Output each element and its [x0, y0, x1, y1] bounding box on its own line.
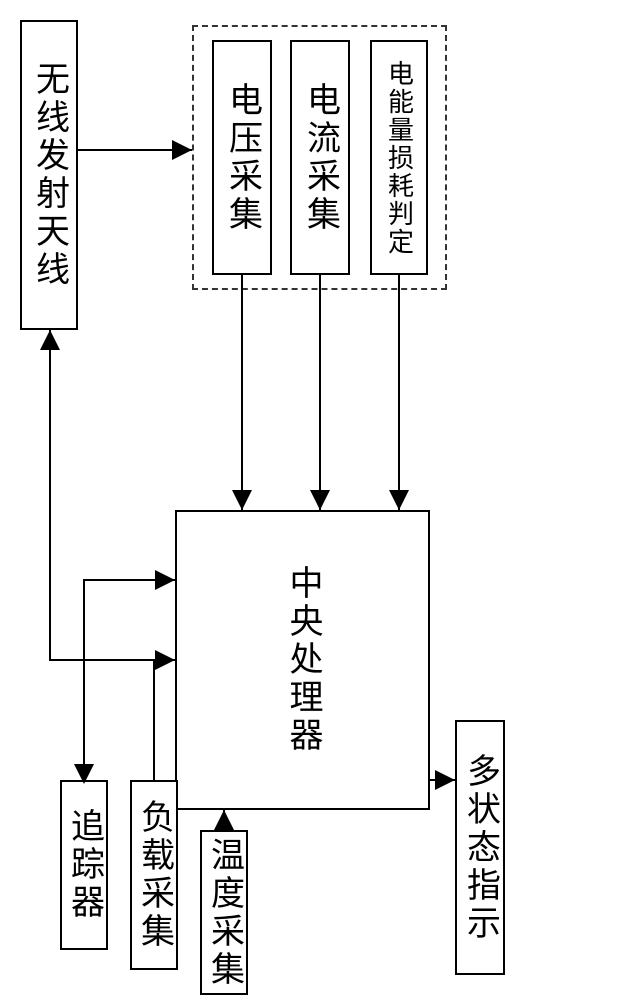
energy-label: 电能量损耗判定	[381, 60, 418, 256]
indicator-box: 多状态指示	[455, 720, 505, 975]
voltage-box: 电压采集	[212, 40, 272, 275]
tracker-box: 追踪器	[60, 780, 108, 950]
indicator-label: 多状态指示	[456, 753, 505, 943]
load-label: 负载采集	[130, 799, 179, 951]
current-box: 电流采集	[290, 40, 350, 275]
cpu-box: 中央处理器	[175, 510, 430, 810]
edge-tracker-cpu	[84, 580, 175, 780]
edge-cpu-antenna	[50, 330, 175, 660]
antenna-box: 无线发射天线	[20, 20, 78, 330]
antenna-label: 无线发射天线	[25, 61, 74, 289]
edge-load-cpu	[154, 660, 175, 780]
cpu-label: 中央处理器	[278, 565, 327, 755]
energy-box: 电能量损耗判定	[370, 40, 428, 275]
tracker-label: 追踪器	[60, 808, 109, 922]
temp-label: 温度采集	[200, 837, 249, 989]
current-label: 电流采集	[296, 82, 345, 234]
load-box: 负载采集	[130, 780, 178, 970]
temp-box: 温度采集	[200, 830, 248, 995]
voltage-label: 电压采集	[218, 82, 267, 234]
